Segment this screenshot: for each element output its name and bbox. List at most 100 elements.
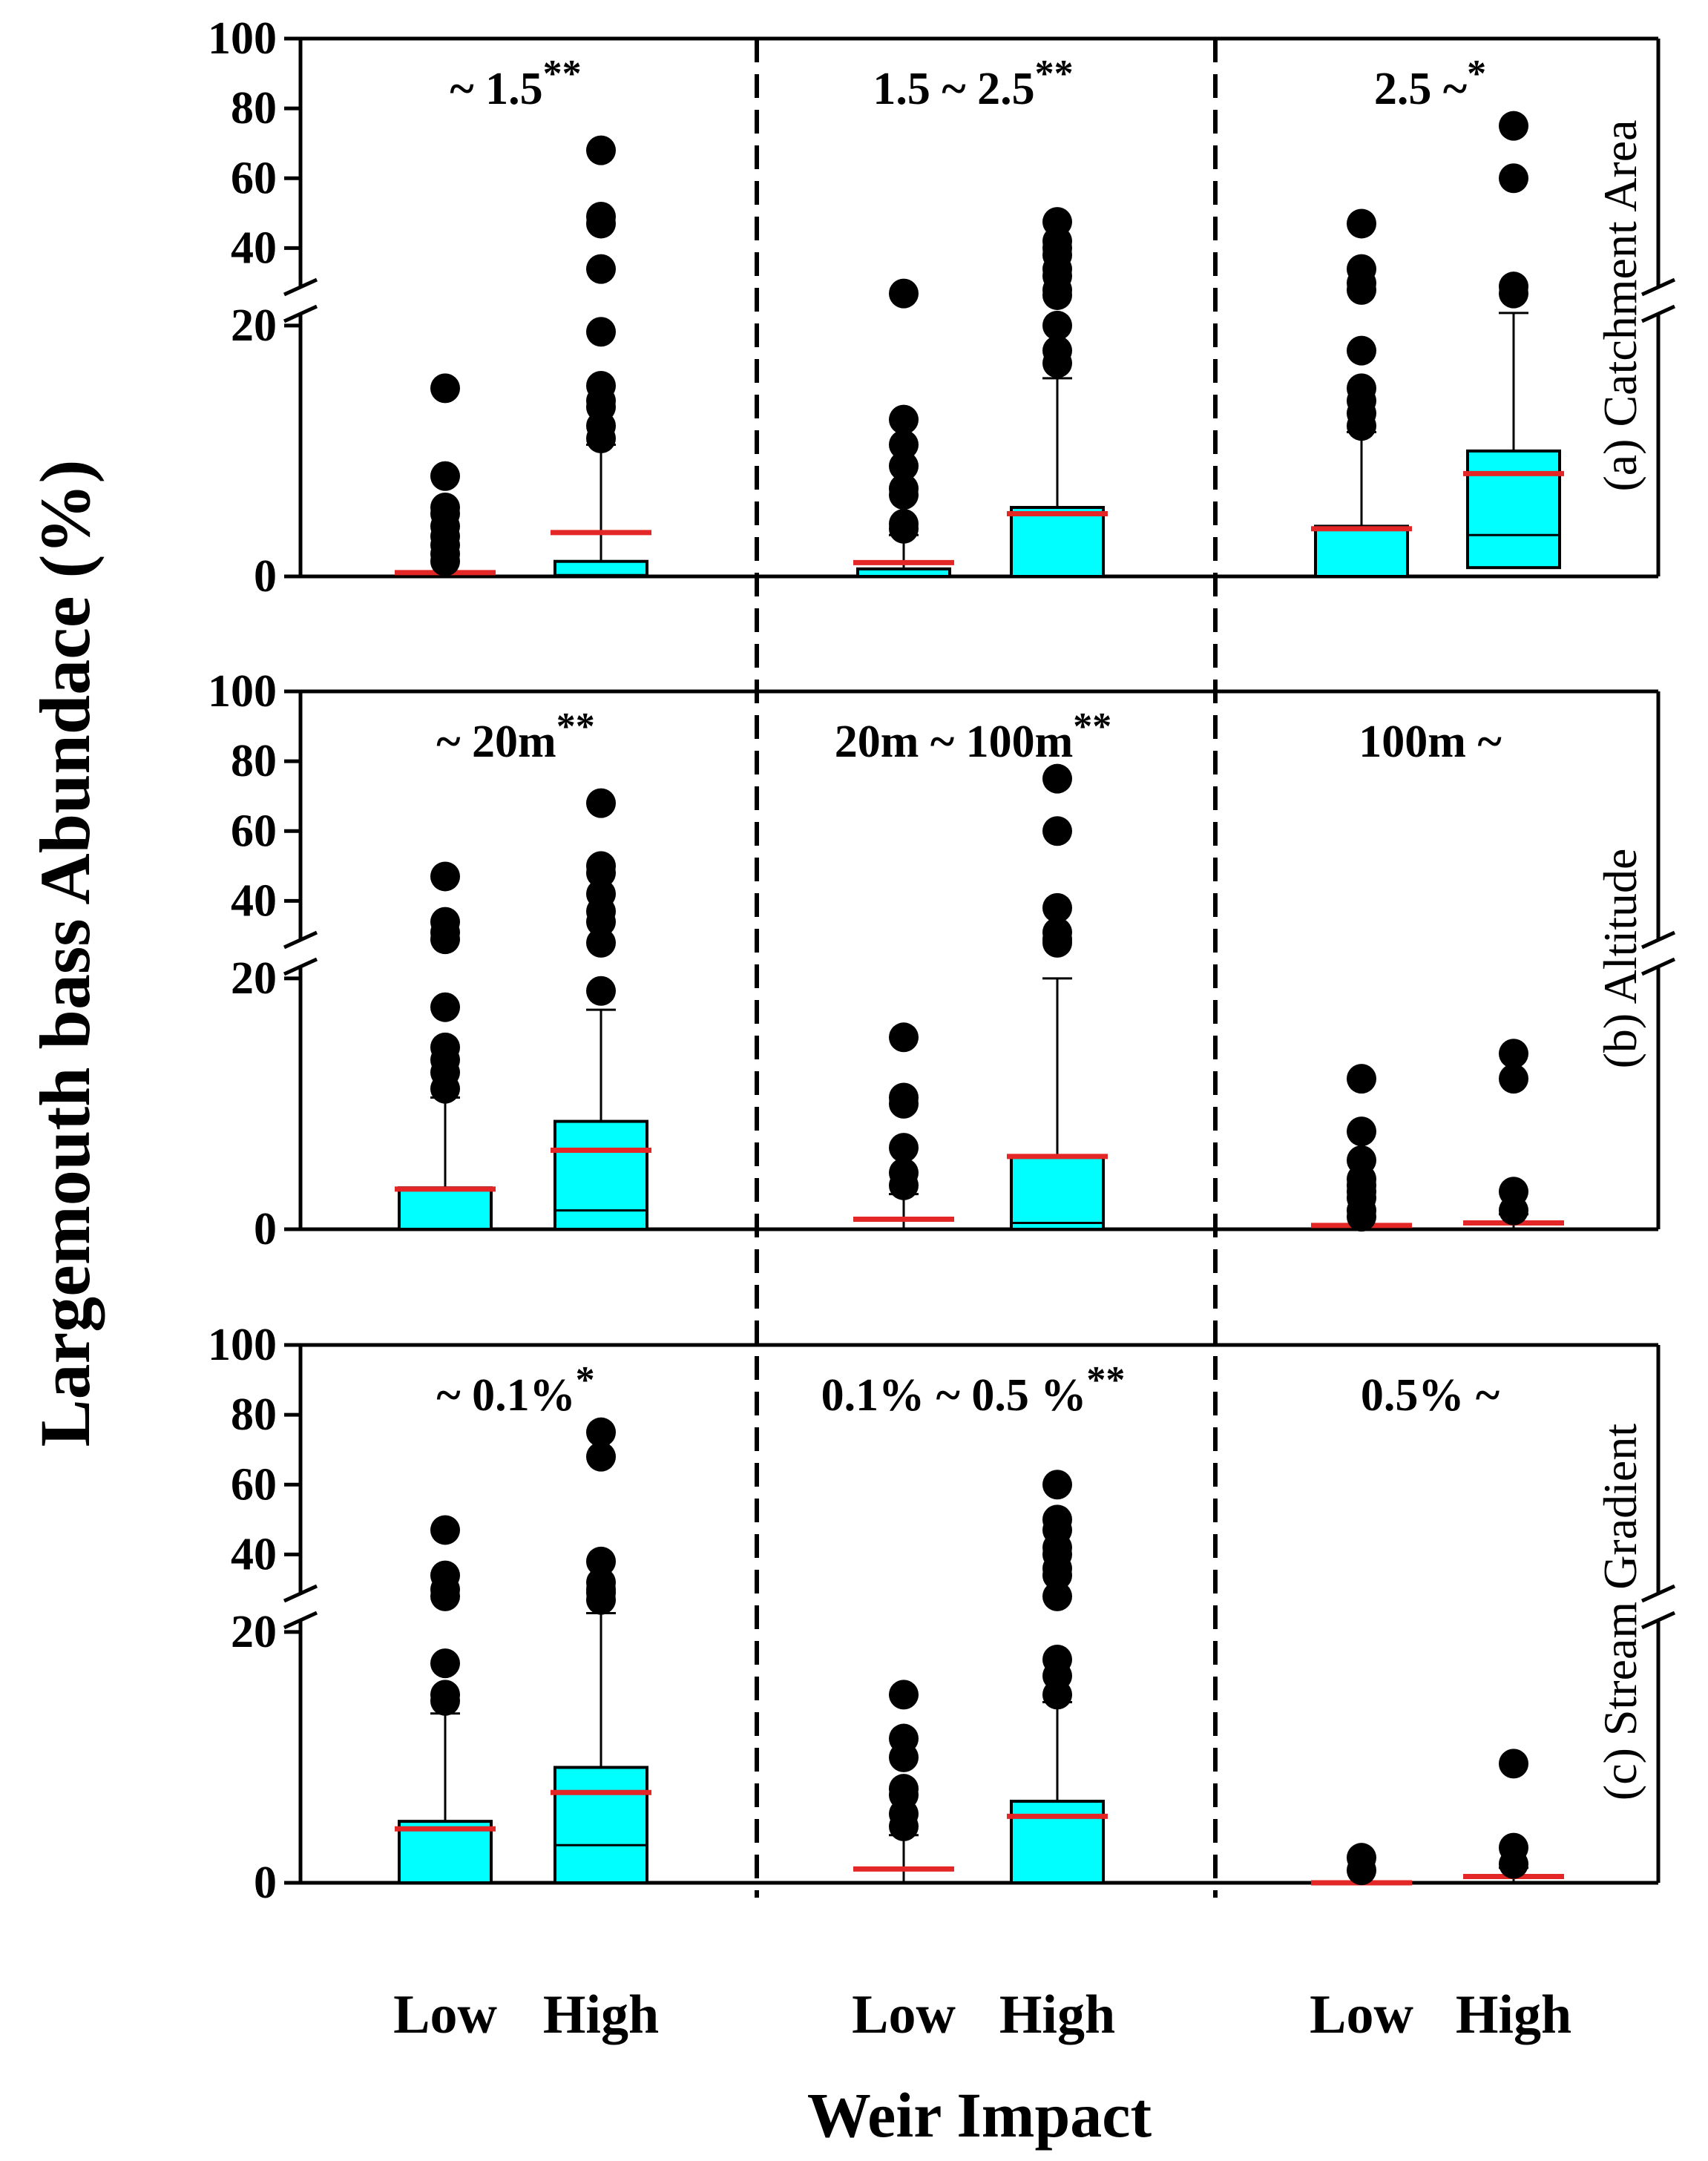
box-iqr: [1010, 1154, 1105, 1231]
outlier-point: [586, 135, 616, 165]
outlier-point: [1042, 1504, 1072, 1535]
outlier-point: [430, 1680, 460, 1710]
group-label: 2.5 ~*: [1374, 53, 1486, 114]
group-label: ~ 0.1%*: [436, 1359, 594, 1421]
box-high: [1463, 1039, 1564, 1231]
outlier-point: [1042, 892, 1072, 923]
axis-break-mark: [1640, 957, 1676, 976]
axis-break-mark: [1640, 277, 1676, 297]
box-low: [853, 278, 954, 579]
outlier-point: [586, 1568, 616, 1598]
outlier-point: [889, 404, 919, 435]
box-high: [1463, 111, 1564, 578]
x-category-label: Low: [1310, 1984, 1413, 2045]
outlier-point: [889, 473, 919, 504]
x-category-label: High: [543, 1984, 659, 2045]
box-low: [395, 1515, 496, 1885]
panel-row-1: 40 60 80 100 0 20 (a) Catchment Area ~ 1.5** 1.5…: [208, 13, 1676, 602]
outlier-point: [1042, 816, 1072, 846]
box-low: [395, 861, 496, 1231]
y-tick-label: 60: [231, 806, 277, 856]
outlier-point: [586, 927, 616, 958]
outlier-point: [1042, 207, 1072, 237]
x-axis-title: Weir Impact: [807, 2079, 1152, 2151]
outlier-point: [586, 370, 616, 401]
outlier-point: [1347, 373, 1376, 404]
outlier-point: [1042, 1645, 1072, 1675]
box-high: [551, 788, 651, 1231]
y-tick-label: 40: [231, 875, 277, 926]
box-iqr: [554, 1119, 648, 1231]
box-high: [1007, 1470, 1108, 1884]
box-iqr: [554, 559, 648, 579]
box-high: [551, 135, 651, 579]
outlier-point: [430, 373, 460, 404]
y-tick-label: 100: [208, 666, 277, 717]
row-label: (b) Altitude: [1594, 849, 1646, 1069]
group-label: 0.1% ~ 0.5 %**: [821, 1359, 1126, 1421]
outlier-point: [430, 493, 460, 522]
box-low: [395, 373, 496, 578]
axis-break-mark: [283, 1611, 318, 1630]
outlier-point: [586, 202, 616, 232]
outlier-point: [1347, 1064, 1376, 1094]
outlier-point: [889, 451, 919, 481]
outlier-point: [1499, 163, 1528, 194]
outlier-point: [1499, 1832, 1528, 1863]
box-iqr: [856, 567, 951, 579]
y-tick-label: 0: [254, 551, 277, 602]
box-iqr: [398, 1820, 493, 1885]
box-low: [1311, 1064, 1412, 1232]
outlier-point: [430, 1560, 460, 1591]
y-tick-label: 60: [231, 153, 277, 203]
y-tick-label: 20: [231, 953, 277, 1004]
axis-break-mark: [1640, 930, 1676, 950]
x-category-label: Low: [852, 1984, 956, 2045]
outlier-point: [430, 1648, 460, 1679]
box-iqr: [1466, 449, 1561, 570]
row-label: (a) Catchment Area: [1594, 119, 1646, 491]
outlier-point: [889, 1133, 919, 1163]
outlier-point: [586, 851, 616, 881]
outlier-point: [1499, 1177, 1528, 1207]
group-label: 100m ~: [1359, 717, 1501, 767]
box-low: [1311, 1843, 1412, 1886]
box-iqr: [398, 1186, 493, 1231]
box-iqr: [1010, 506, 1105, 578]
outlier-point: [889, 1723, 919, 1754]
box-low: [1311, 208, 1412, 579]
y-tick-label: 20: [231, 1607, 277, 1657]
outlier-point: [1347, 254, 1376, 284]
box-high: [551, 1417, 651, 1884]
box-high: [1463, 1749, 1564, 1884]
x-category-label: Low: [393, 1984, 497, 2045]
box-low: [853, 1680, 954, 1884]
outlier-point: [586, 254, 616, 284]
outlier-point: [1042, 917, 1072, 947]
axis-break-mark: [283, 930, 318, 950]
outlier-point: [1347, 335, 1376, 366]
outlier-point: [1042, 1470, 1072, 1500]
y-tick-label: 60: [231, 1459, 277, 1510]
y-tick-label: 80: [231, 1389, 277, 1440]
y-tick-label: 0: [254, 1858, 277, 1908]
outlier-point: [1042, 1581, 1072, 1611]
y-tick-label: 80: [231, 736, 277, 786]
y-tick-label: 40: [231, 223, 277, 273]
axis-break-mark: [283, 957, 318, 976]
outlier-point: [889, 1774, 919, 1804]
outlier-point: [1042, 335, 1072, 366]
outlier-point: [586, 788, 616, 818]
group-label: ~ 20m**: [436, 705, 594, 767]
row-label: (c) Stream Gradient: [1594, 1424, 1646, 1800]
outlier-point: [1499, 272, 1528, 302]
y-axis-title: Largemouth bass Abundace (%): [25, 460, 105, 1447]
box-high: [1007, 763, 1108, 1231]
axis-break-mark: [283, 304, 318, 323]
outlier-point: [889, 278, 919, 309]
group-label: ~ 1.5**: [450, 53, 581, 114]
panel-row-3: 40 60 80 100 0 20 (c) Stream Gradient ~ 0.1%* 0.…: [208, 1320, 1676, 1908]
outlier-point: [586, 976, 616, 1006]
outlier-point: [1499, 111, 1528, 141]
